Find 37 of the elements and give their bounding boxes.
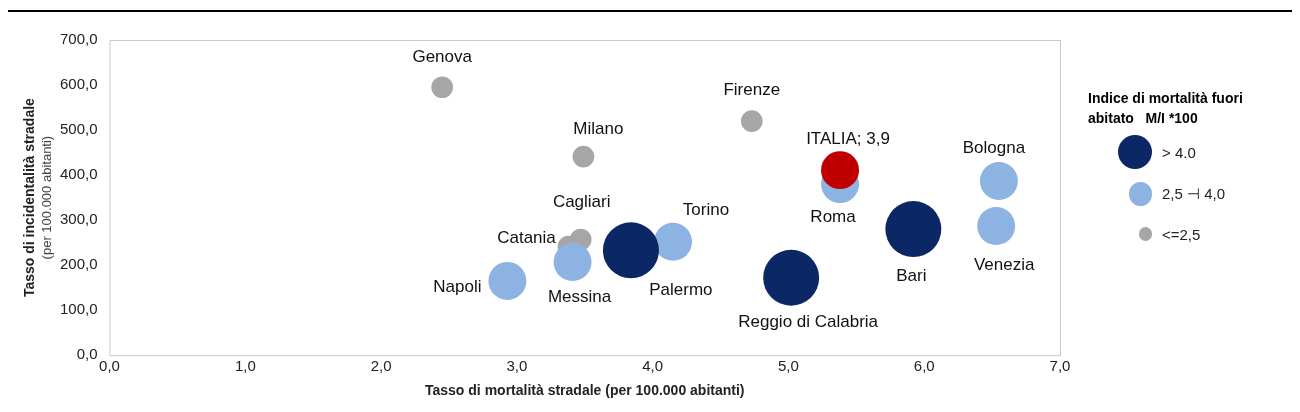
y-tick-label: 200,0 <box>59 255 98 273</box>
x-tick-label: 6,0 <box>913 357 935 375</box>
x-tick-label: 0,0 <box>99 357 120 375</box>
annotation: Napoli <box>433 276 482 296</box>
annotation: Firenze <box>723 79 781 99</box>
annotation: Milano <box>573 119 624 139</box>
annotation: Venezia <box>973 254 1035 274</box>
x-tick-label: 3,0 <box>506 357 528 375</box>
x-tick-label: 4,0 <box>642 357 664 375</box>
y-tick-label: 500,0 <box>59 120 98 138</box>
y-tick-label: 400,0 <box>59 165 98 183</box>
annotation: Bari <box>896 265 927 285</box>
y-tick-label: 300,0 <box>59 210 98 228</box>
legend-title: Indice di mortalità fuori abitato M/I *100 <box>1088 89 1244 128</box>
x-tick-label: 5,0 <box>778 357 799 375</box>
annotation: Roma <box>810 206 857 226</box>
annotation: Genova <box>412 46 473 66</box>
y-axis-title: Tasso di incidentalità stradale (per 100.000 abitanti) <box>20 97 54 298</box>
y-tick-label: 0,0 <box>76 345 98 363</box>
annotation: Reggio di Calabria <box>738 312 879 332</box>
x-tick-label: 2,0 <box>370 357 392 375</box>
annotation: Bologna <box>962 137 1026 157</box>
y-tick-label: 100,0 <box>59 300 98 318</box>
legend-label: <=2,5 <box>1162 225 1201 243</box>
x-tick-label: 1,0 <box>234 357 256 375</box>
y-tick-label: 600,0 <box>59 75 98 93</box>
annotation: Palermo <box>649 279 713 299</box>
annotation: Cagliari <box>552 192 611 212</box>
legend-label: > 4.0 <box>1162 143 1196 161</box>
y-tick-label: 700,0 <box>59 30 98 48</box>
annotation: Torino <box>682 200 730 220</box>
annotation: ITALIA; 3,9 <box>806 128 890 148</box>
x-axis-title: Tasso di mortalità stradale (per 100.000 abitanti) <box>425 382 745 399</box>
annotation: Messina <box>547 286 612 306</box>
legend-label: 2,5 ⊣ 4,0 <box>1162 185 1226 203</box>
x-tick-label: 7,0 <box>1049 357 1071 375</box>
annotation: Catania <box>497 228 557 248</box>
